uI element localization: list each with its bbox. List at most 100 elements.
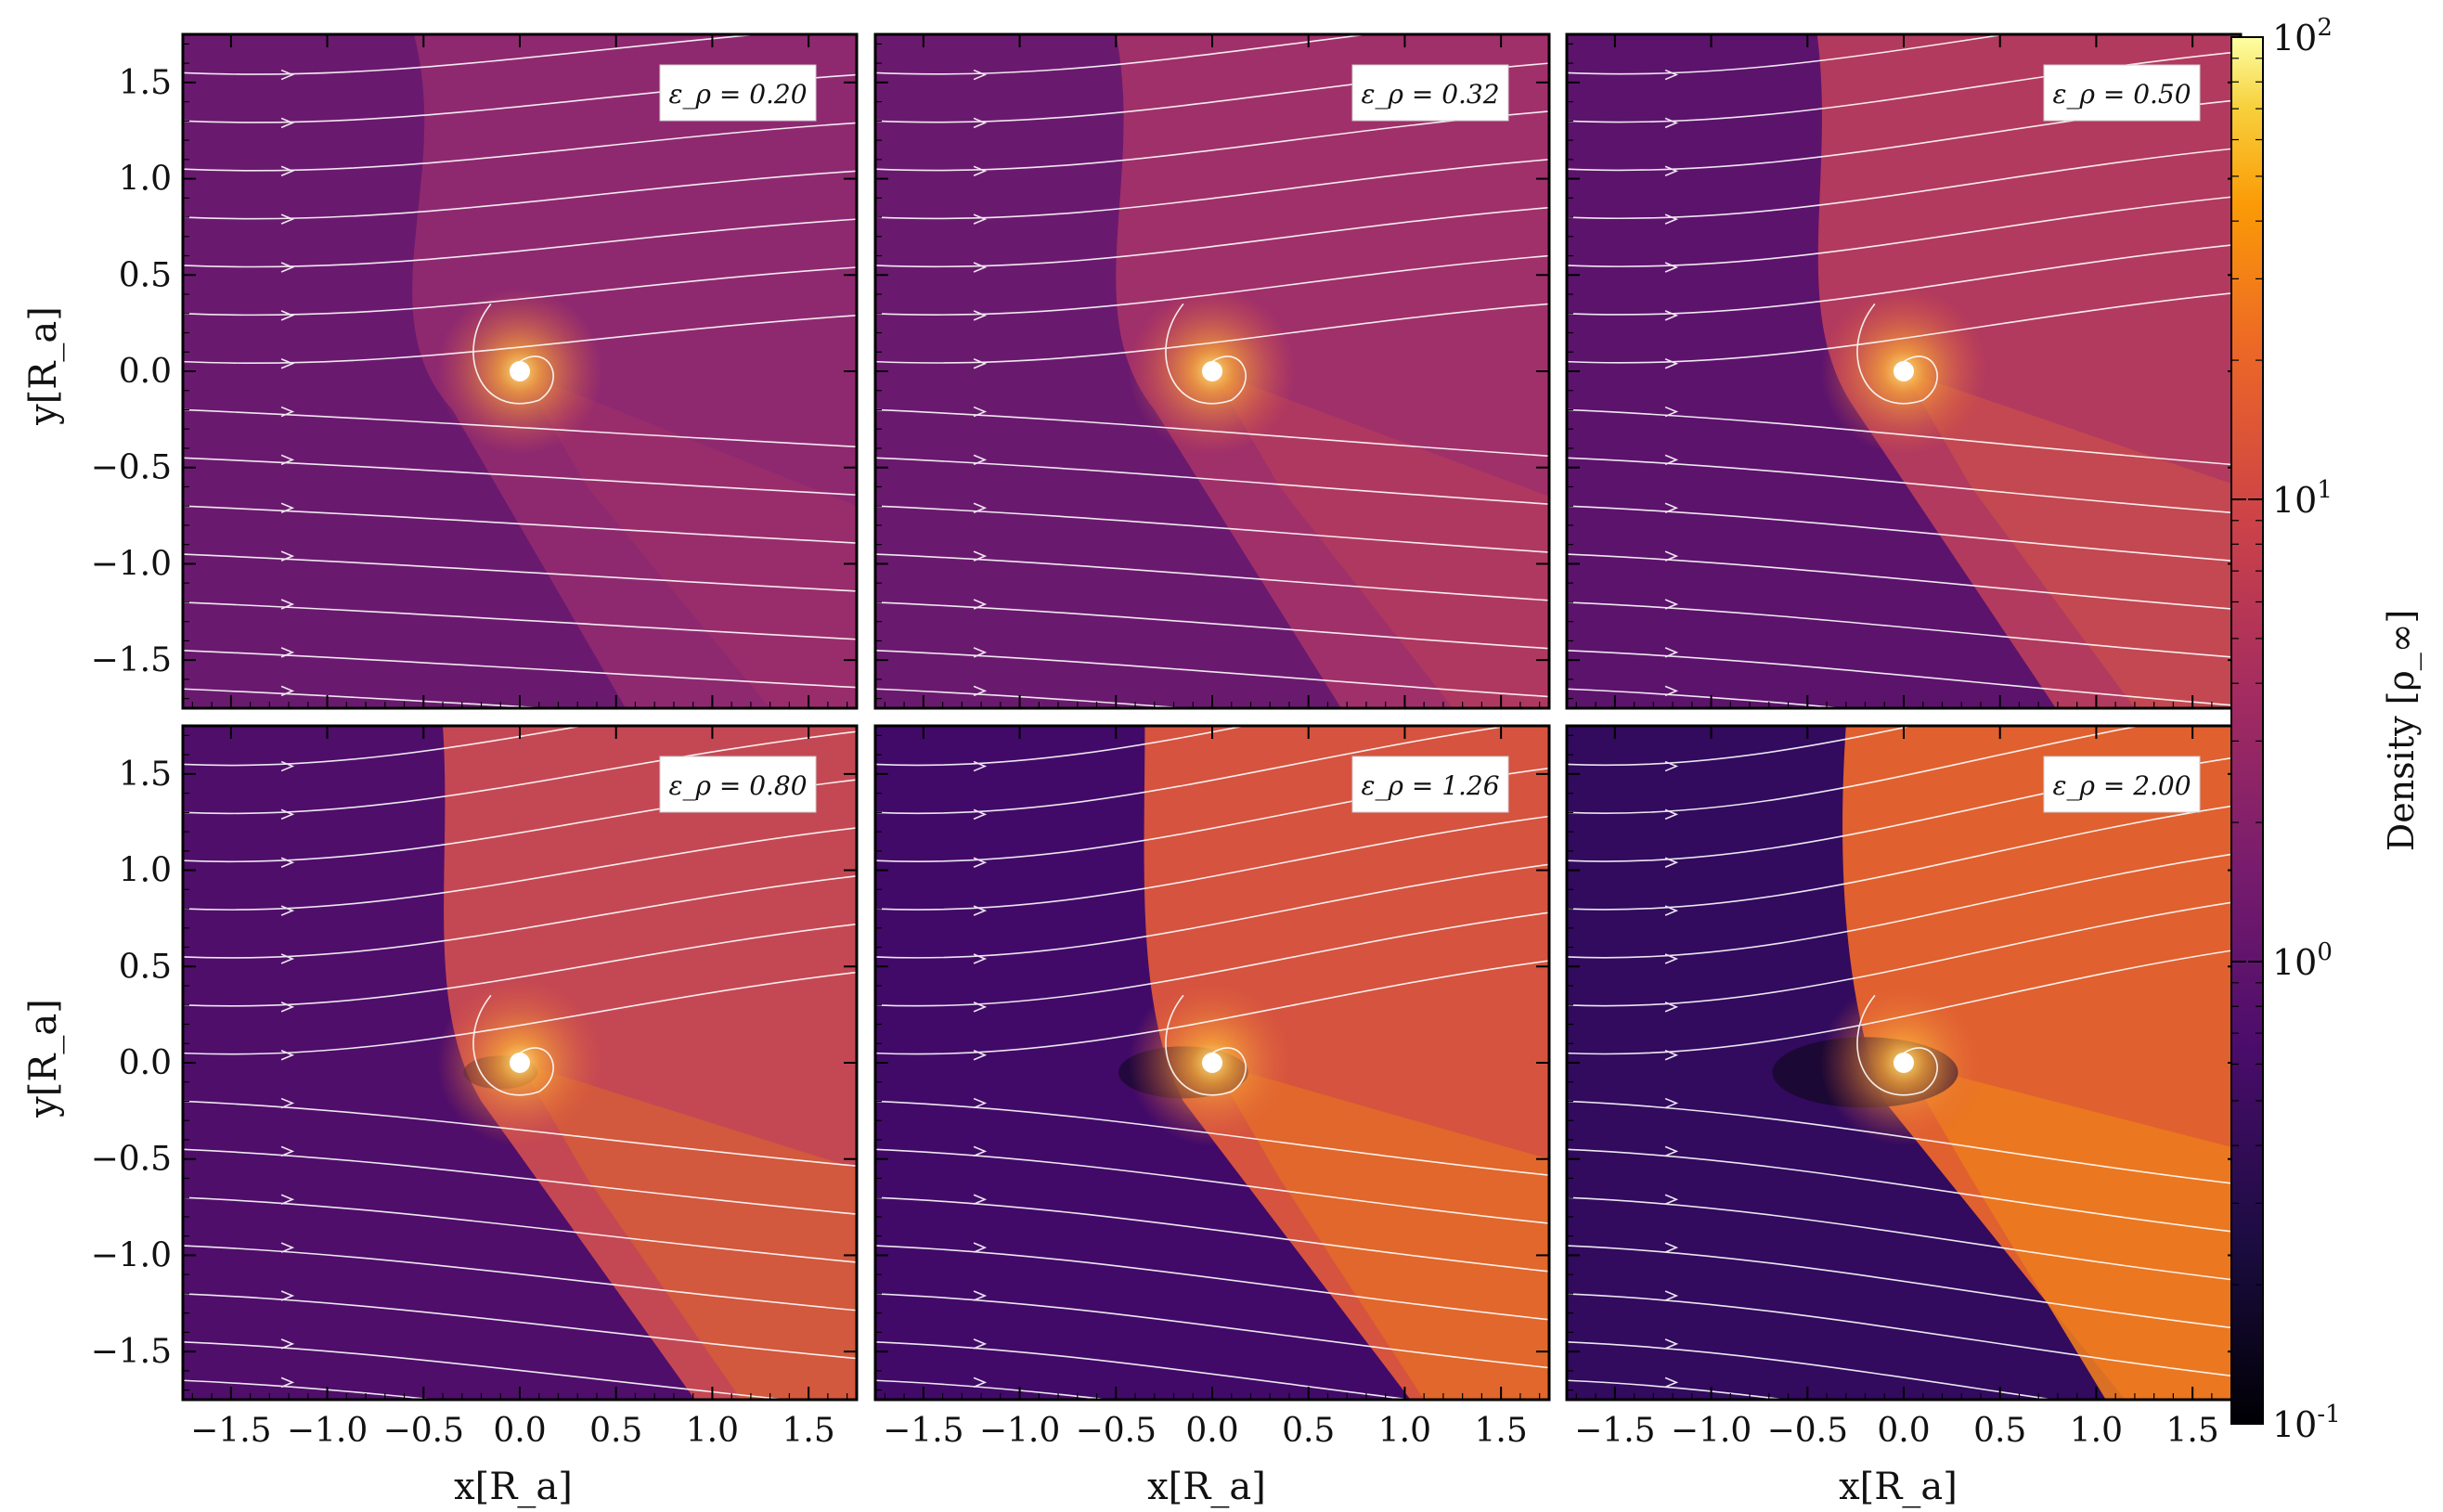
y-axis-label-bottom: y[R_a]	[22, 999, 65, 1118]
x-tick-label: 0.5	[1973, 1412, 2026, 1450]
streamline	[875, 601, 1549, 650]
streamline-arrow	[280, 117, 295, 129]
streamline-spiral	[1165, 303, 1247, 405]
streamline-arrow	[973, 760, 988, 772]
streamline-arrow	[1664, 1049, 1679, 1061]
streamline-arrow	[280, 1338, 295, 1350]
panel-label-box	[659, 64, 817, 122]
streamline	[1567, 408, 2241, 467]
streamline	[875, 110, 1549, 172]
streamline	[875, 553, 1549, 601]
y-tick-label: 0.0	[119, 1044, 172, 1082]
streamline-arrow	[1664, 550, 1679, 562]
streamline	[183, 923, 857, 1007]
colorbar-tick-label: 10-1	[2272, 1401, 2341, 1445]
x-tick-label: 0.0	[493, 1412, 546, 1450]
colorbar-tick-label: 102	[2272, 14, 2333, 58]
streamline	[1567, 899, 2241, 1007]
accretor-dot	[1202, 361, 1222, 381]
wake-region	[1904, 371, 2241, 708]
streamline-arrow	[1664, 953, 1679, 964]
streamline	[875, 726, 1514, 815]
streamline	[1567, 726, 1916, 767]
streamline-arrow	[973, 1338, 988, 1350]
streamline	[1567, 804, 2241, 911]
streamline-arrow	[280, 1242, 295, 1253]
panel-2: ε_ρ = 0.32	[873, 32, 1551, 710]
streamline	[1567, 1245, 2241, 1330]
streamline-arrow	[1664, 406, 1679, 418]
streamline-arrow	[973, 1242, 988, 1253]
streamline	[875, 1340, 1416, 1400]
streamline-arrow	[280, 69, 295, 81]
panel-label-box	[2043, 756, 2201, 813]
streamline-arrow	[280, 1376, 295, 1389]
streamline	[875, 1293, 1549, 1369]
streamline	[875, 303, 1549, 364]
streamline-arrow	[1664, 454, 1679, 466]
streamline	[183, 649, 857, 689]
streamline	[183, 1293, 857, 1360]
streamline-arrow	[973, 454, 988, 466]
streamline-arrow	[280, 550, 295, 562]
y-tick-label: −1.5	[91, 1333, 172, 1371]
streamline-arrow	[280, 1049, 295, 1061]
streamline	[875, 206, 1549, 268]
streamline	[1567, 1196, 2241, 1282]
streamline	[183, 1340, 794, 1400]
streamline	[183, 874, 857, 959]
streamline	[875, 1245, 1549, 1321]
y-tick-label: −0.5	[91, 1141, 172, 1179]
streamline-arrow	[973, 647, 988, 658]
streamline	[875, 1379, 1115, 1400]
streamline	[875, 815, 1549, 911]
streamline	[183, 726, 588, 767]
streamline	[183, 1196, 857, 1263]
streamline	[1567, 553, 2241, 611]
streamline-arrow	[280, 357, 295, 369]
x-tick-label: 1.0	[2070, 1412, 2123, 1450]
streamline-arrow	[280, 1002, 295, 1013]
streamline-arrow	[280, 502, 295, 514]
x-tick-label: −1.0	[287, 1412, 368, 1450]
streamline	[1567, 601, 2241, 659]
streamline	[183, 1379, 442, 1400]
y-tick-label: −0.5	[91, 449, 172, 487]
x-tick-label: −0.5	[383, 1412, 464, 1450]
streamline-arrow	[973, 165, 988, 177]
streamline	[183, 1245, 857, 1312]
streamline	[1567, 195, 2241, 267]
streamline-arrow	[280, 1194, 295, 1206]
streamline	[1567, 243, 2241, 316]
y-tick-label: −1.5	[91, 641, 172, 679]
streamline	[1567, 852, 2241, 959]
streamline	[183, 457, 857, 496]
y-axis-label-top: y[R_a]	[22, 306, 65, 426]
streamline-arrow	[1664, 647, 1679, 658]
streamlines	[1567, 34, 2241, 708]
streamline	[183, 688, 559, 708]
x-tick-label: 1.5	[782, 1412, 835, 1450]
streamline-arrow	[1664, 1002, 1679, 1013]
y-tick-label: −1.0	[91, 1236, 172, 1274]
panel-label-box	[1351, 64, 1509, 122]
streamline-arrow	[1664, 165, 1679, 177]
streamline	[1567, 688, 1851, 708]
streamline-arrow	[1664, 1194, 1679, 1206]
streamline-arrow	[1664, 760, 1679, 772]
streamline-arrow	[1664, 857, 1679, 869]
x-tick-label: −0.5	[1076, 1412, 1157, 1450]
panel-label: ε_ρ = 1.26	[1361, 770, 1499, 801]
streamlines	[183, 726, 857, 1400]
streamline-spiral	[1856, 994, 1938, 1096]
x-tick-label: 1.0	[686, 1412, 739, 1450]
streamline	[1567, 649, 2241, 707]
x-tick-label: −1.5	[883, 1412, 963, 1450]
y-tick-label: −1.0	[91, 545, 172, 583]
streamline-arrow	[973, 502, 988, 514]
streamline-arrow	[280, 905, 295, 916]
streamline-arrow	[973, 1002, 988, 1013]
streamline-arrow	[280, 685, 295, 697]
streamline-arrow	[1664, 1242, 1679, 1253]
